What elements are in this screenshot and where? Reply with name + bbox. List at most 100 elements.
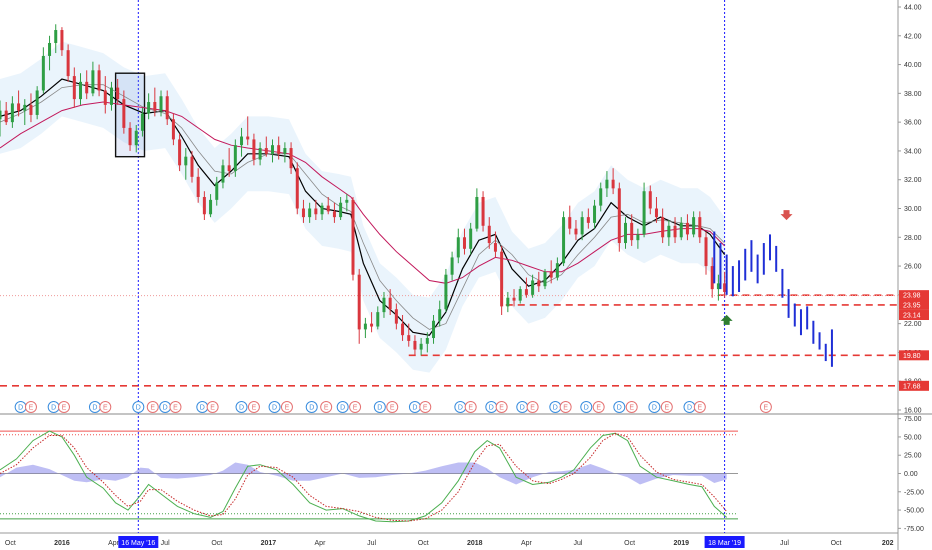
candle[interactable] <box>332 202 336 223</box>
candle[interactable] <box>209 194 213 218</box>
earnings-event-icon[interactable]: E <box>526 401 539 413</box>
candle[interactable] <box>654 196 658 223</box>
candle[interactable] <box>339 196 343 221</box>
candle[interactable] <box>580 211 584 241</box>
candle[interactable] <box>512 289 516 307</box>
dividend-event-icon[interactable]: D <box>613 401 626 413</box>
candle[interactable] <box>704 231 708 275</box>
earnings-event-icon[interactable]: E <box>57 401 70 413</box>
candle[interactable] <box>240 127 244 157</box>
candle[interactable] <box>425 332 429 353</box>
candle[interactable] <box>388 289 392 316</box>
candle[interactable] <box>314 199 318 221</box>
dividend-event-icon[interactable]: D <box>516 401 529 413</box>
candle[interactable] <box>48 35 52 71</box>
candle[interactable] <box>531 274 535 298</box>
candle[interactable] <box>475 188 479 232</box>
candle[interactable] <box>617 182 621 252</box>
candle[interactable] <box>79 73 83 105</box>
dividend-event-icon[interactable]: D <box>683 401 696 413</box>
earnings-event-icon[interactable]: E <box>495 401 508 413</box>
candle[interactable] <box>661 208 665 244</box>
candle[interactable] <box>481 191 485 232</box>
candle[interactable] <box>363 317 367 339</box>
dividend-event-icon[interactable]: D <box>268 401 281 413</box>
candle[interactable] <box>382 291 386 318</box>
dividend-event-icon[interactable]: D <box>549 401 562 413</box>
candle[interactable] <box>122 90 126 134</box>
candle[interactable] <box>419 338 423 356</box>
candle[interactable] <box>60 27 64 56</box>
candle[interactable] <box>184 148 188 180</box>
candle[interactable] <box>432 315 436 344</box>
candle[interactable] <box>97 64 101 97</box>
dividend-event-icon[interactable]: D <box>648 401 661 413</box>
candle[interactable] <box>345 194 349 212</box>
dividend-event-icon[interactable]: D <box>159 401 172 413</box>
candle[interactable] <box>153 87 157 117</box>
candle[interactable] <box>469 222 473 255</box>
dividend-event-icon[interactable]: D <box>408 401 421 413</box>
candle[interactable] <box>605 171 609 197</box>
dividend-event-icon[interactable]: D <box>373 401 386 413</box>
candle[interactable] <box>270 139 274 163</box>
candle[interactable] <box>456 228 460 264</box>
earnings-event-icon[interactable]: E <box>464 401 477 413</box>
earnings-event-icon[interactable]: E <box>559 401 572 413</box>
earnings-event-icon[interactable]: E <box>349 401 362 413</box>
candle[interactable] <box>277 136 281 160</box>
candle[interactable] <box>178 133 182 172</box>
dividend-event-icon[interactable]: D <box>454 401 467 413</box>
candle[interactable] <box>295 162 299 215</box>
candle[interactable] <box>72 67 76 108</box>
dividend-event-icon[interactable]: D <box>235 401 248 413</box>
candle[interactable] <box>41 47 45 94</box>
candle[interactable] <box>91 61 95 97</box>
candle[interactable] <box>301 199 305 223</box>
candle[interactable] <box>630 214 634 246</box>
earnings-event-icon[interactable]: E <box>592 401 605 413</box>
candle[interactable] <box>537 271 541 292</box>
candle[interactable] <box>493 231 497 258</box>
candle[interactable] <box>438 300 442 327</box>
candle[interactable] <box>710 257 714 298</box>
candle[interactable] <box>196 168 200 203</box>
candle[interactable] <box>4 101 8 126</box>
candle[interactable] <box>264 136 268 157</box>
candle[interactable] <box>723 271 727 298</box>
candle[interactable] <box>109 81 113 111</box>
earnings-event-icon[interactable]: E <box>99 401 112 413</box>
earnings-event-icon[interactable]: E <box>759 401 772 413</box>
dividend-event-icon[interactable]: D <box>88 401 101 413</box>
earnings-event-icon[interactable]: E <box>625 401 638 413</box>
candle[interactable] <box>320 202 324 221</box>
candle[interactable] <box>543 268 547 290</box>
candle[interactable] <box>450 251 454 281</box>
earnings-event-icon[interactable]: E <box>693 401 706 413</box>
candle[interactable] <box>462 228 466 255</box>
candle[interactable] <box>283 142 287 163</box>
candle[interactable] <box>524 277 528 298</box>
earnings-event-icon[interactable]: E <box>660 401 673 413</box>
candle[interactable] <box>351 196 355 281</box>
dividend-event-icon[interactable]: D <box>132 401 145 413</box>
dividend-event-icon[interactable]: D <box>47 401 60 413</box>
candle[interactable] <box>221 159 225 189</box>
candle[interactable] <box>134 125 138 153</box>
candle[interactable] <box>10 96 14 128</box>
candle[interactable] <box>648 185 652 215</box>
candle[interactable] <box>326 196 330 215</box>
candle[interactable] <box>642 182 646 238</box>
candle[interactable] <box>574 220 578 241</box>
candle[interactable] <box>549 260 553 284</box>
candle[interactable] <box>159 90 163 117</box>
candle[interactable] <box>568 205 572 235</box>
candle[interactable] <box>599 182 603 212</box>
candle[interactable] <box>128 122 132 151</box>
candle[interactable] <box>716 274 720 301</box>
candle[interactable] <box>487 217 491 249</box>
candle[interactable] <box>673 217 677 244</box>
candle[interactable] <box>586 208 590 229</box>
candle[interactable] <box>116 78 120 105</box>
